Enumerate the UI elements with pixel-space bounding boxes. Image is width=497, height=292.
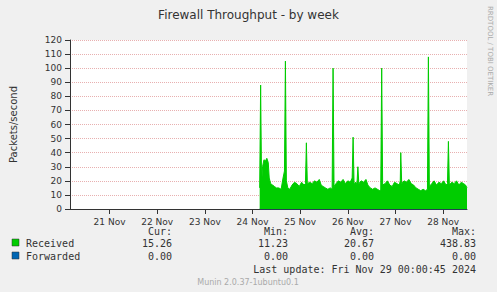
svg-text:120: 120 bbox=[45, 35, 62, 45]
svg-text:27 Nov: 27 Nov bbox=[380, 217, 413, 227]
svg-text:23 Nov: 23 Nov bbox=[189, 217, 222, 227]
svg-text:11.23: 11.23 bbox=[258, 238, 288, 249]
svg-text:22 Nov: 22 Nov bbox=[141, 217, 174, 227]
svg-text:80: 80 bbox=[51, 91, 63, 101]
svg-text:Munin 2.0.37-1ubuntu0.1: Munin 2.0.37-1ubuntu0.1 bbox=[197, 278, 299, 287]
svg-text:Last update: Fri Nov 29 00:00:: Last update: Fri Nov 29 00:00:45 2024 bbox=[253, 264, 476, 275]
svg-text:0.00: 0.00 bbox=[148, 251, 172, 262]
svg-text:60: 60 bbox=[51, 120, 63, 130]
svg-text:50: 50 bbox=[51, 134, 63, 144]
svg-text:100: 100 bbox=[45, 63, 62, 73]
svg-text:20: 20 bbox=[51, 176, 63, 186]
svg-text:0: 0 bbox=[56, 204, 62, 214]
svg-text:0.00: 0.00 bbox=[264, 251, 288, 262]
svg-text:Cur:: Cur: bbox=[148, 226, 172, 237]
svg-text:40: 40 bbox=[51, 148, 63, 158]
svg-text:90: 90 bbox=[51, 77, 63, 87]
svg-text:0.00: 0.00 bbox=[350, 251, 374, 262]
svg-text:Min:: Min: bbox=[264, 226, 288, 237]
svg-text:20.67: 20.67 bbox=[344, 238, 374, 249]
svg-text:21 Nov: 21 Nov bbox=[94, 217, 127, 227]
svg-text:Received: Received bbox=[26, 238, 74, 249]
svg-text:0.00: 0.00 bbox=[452, 251, 476, 262]
svg-text:110: 110 bbox=[45, 49, 62, 59]
svg-text:28 Nov: 28 Nov bbox=[427, 217, 460, 227]
svg-text:70: 70 bbox=[51, 105, 63, 115]
svg-text:Packets/second: Packets/second bbox=[8, 86, 19, 163]
svg-text:Firewall Throughput - by week: Firewall Throughput - by week bbox=[158, 8, 339, 22]
svg-text:438.83: 438.83 bbox=[440, 238, 476, 249]
svg-text:Max:: Max: bbox=[452, 226, 476, 237]
svg-text:10: 10 bbox=[51, 190, 63, 200]
svg-text:30: 30 bbox=[51, 162, 63, 172]
svg-text:Avg:: Avg: bbox=[350, 226, 374, 237]
svg-text:25 Nov: 25 Nov bbox=[284, 217, 317, 227]
svg-text:26 Nov: 26 Nov bbox=[332, 217, 365, 227]
svg-text:Forwarded: Forwarded bbox=[26, 251, 80, 262]
svg-text:RRDTOOL / TOBI OETIKER: RRDTOOL / TOBI OETIKER bbox=[486, 6, 494, 96]
svg-text:24 Nov: 24 Nov bbox=[237, 217, 270, 227]
svg-text:15.26: 15.26 bbox=[142, 238, 172, 249]
